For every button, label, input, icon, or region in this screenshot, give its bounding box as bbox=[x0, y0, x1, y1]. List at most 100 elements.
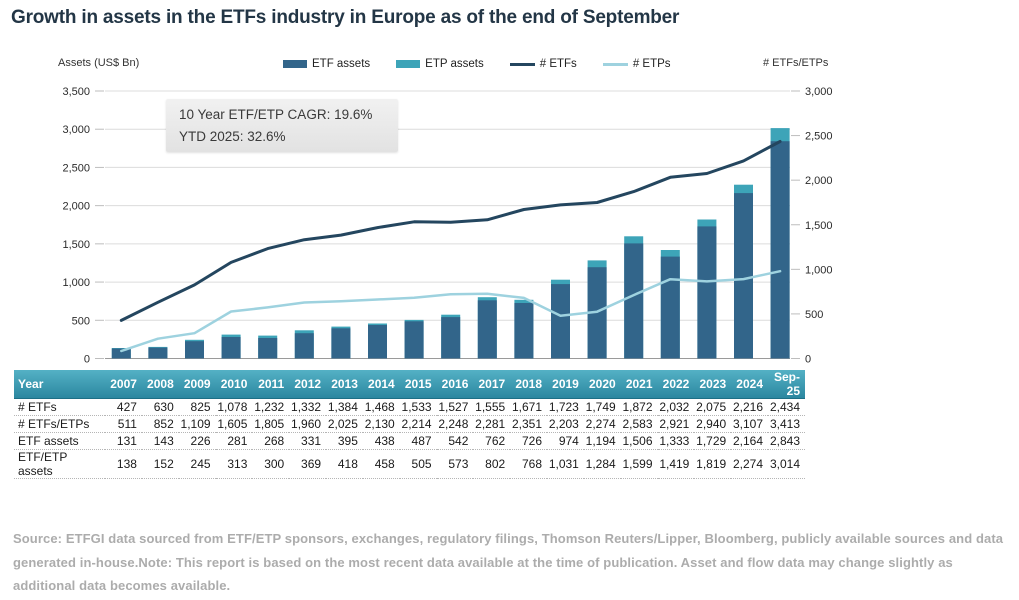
table-cell: 331 bbox=[289, 432, 327, 450]
table-cell: 458 bbox=[362, 449, 400, 479]
table-header-row: Year 2007 2008 2009 2010 2011 2012 2013 2014 2015… bbox=[14, 370, 805, 399]
table-cell: 152 bbox=[141, 449, 179, 479]
table-cell: 487 bbox=[399, 432, 437, 450]
num-etfs-line-swatch-icon bbox=[509, 62, 535, 66]
table-header-cell: 2016 bbox=[436, 370, 474, 399]
bar-etf-assets-2017 bbox=[477, 300, 497, 359]
table-cell: 2,032 bbox=[657, 398, 695, 416]
table-cell: 1,232 bbox=[252, 398, 290, 416]
bar-etf-assets-2024 bbox=[734, 193, 753, 359]
right-axis-tick-label: 500 bbox=[805, 309, 823, 321]
table-header-cell: 2019 bbox=[547, 370, 584, 399]
right-axis-tick-label: 3,000 bbox=[805, 86, 833, 98]
table-cell: 1,333 bbox=[657, 432, 695, 450]
table-cell: 2,025 bbox=[326, 415, 363, 433]
table-header-cell: 2015 bbox=[399, 370, 437, 399]
table-cell: 1,960 bbox=[289, 415, 327, 433]
bar-etf-assets-2019 bbox=[551, 284, 570, 359]
table-cell: 3,107 bbox=[731, 415, 768, 433]
bar-etf-assets-2021 bbox=[624, 243, 644, 359]
table-header-cell: Sep-25 bbox=[768, 370, 805, 399]
table-cell: 573 bbox=[436, 449, 474, 479]
table-header-cell: 2024 bbox=[731, 370, 768, 399]
table-cell: 2,130 bbox=[362, 415, 400, 433]
table-cell: 1,332 bbox=[289, 398, 327, 416]
left-axis-tick-label: 0 bbox=[84, 354, 90, 366]
table-header-cell: 2017 bbox=[473, 370, 511, 399]
legend-item-num-etps: # ETPs bbox=[602, 58, 671, 70]
bar-etf-assets-2011 bbox=[258, 338, 278, 359]
table-cell: 1,533 bbox=[399, 398, 437, 416]
table-cell: 974 bbox=[547, 432, 584, 450]
bar-etf-assets-2015 bbox=[404, 321, 424, 359]
legend-item-num-etfs: # ETFs bbox=[509, 58, 577, 70]
table-cell: 768 bbox=[510, 449, 548, 479]
legend-label: # ETFs bbox=[539, 58, 577, 70]
table-row-label: ETF assets bbox=[14, 432, 106, 450]
table-cell: 2,214 bbox=[399, 415, 437, 433]
table-cell: 1,729 bbox=[694, 432, 732, 450]
right-axis-tick-label: 0 bbox=[805, 354, 811, 366]
left-axis-tick-label: 1,500 bbox=[62, 239, 90, 251]
left-axis-title: Assets (US$ Bn) bbox=[58, 57, 140, 69]
chart-canvas: 0 500 1,000 1,500 2,000 2,500 3,000 3,500 0 500 1,… bbox=[62, 86, 833, 366]
table-cell: 226 bbox=[178, 432, 216, 450]
left-axis-tick-label: 500 bbox=[72, 315, 90, 327]
table-cell: 2,434 bbox=[768, 398, 805, 416]
table-cell: 268 bbox=[252, 432, 290, 450]
right-axis-tick-label: 1,500 bbox=[805, 220, 833, 232]
table-cell: 2,075 bbox=[694, 398, 732, 416]
table-header-year: Year bbox=[14, 370, 106, 399]
table-cell: 802 bbox=[473, 449, 511, 479]
table-cell: 852 bbox=[141, 415, 179, 433]
table-cell: 1,527 bbox=[436, 398, 474, 416]
bar-etf-assets-2009 bbox=[185, 341, 204, 359]
table-cell: 131 bbox=[105, 432, 142, 450]
table-cell: 1,805 bbox=[252, 415, 290, 433]
table-row: ETF assets 131 143 226 281 268 331 395 438 487 542… bbox=[14, 432, 805, 450]
source-note: Source: ETFGI data sourced from ETF/ETP … bbox=[13, 531, 1004, 593]
table-cell: 1,031 bbox=[547, 449, 584, 479]
bar-etf-assets-2013 bbox=[331, 328, 351, 359]
left-axis-tick-label: 1,000 bbox=[62, 277, 90, 289]
table-cell: 1,723 bbox=[547, 398, 584, 416]
right-axis-tick-label: 2,500 bbox=[805, 131, 833, 143]
table-cell: 395 bbox=[326, 432, 363, 450]
bar-etf-assets-2008 bbox=[148, 347, 168, 359]
left-axis-tick-label: 2,000 bbox=[62, 201, 90, 213]
legend-item-etf-assets: ETF assets bbox=[283, 58, 370, 70]
table-header-cell: 2022 bbox=[657, 370, 695, 399]
table-cell: 1,605 bbox=[215, 415, 253, 433]
table-header-cell: 2009 bbox=[178, 370, 216, 399]
left-axis-tick-label: 2,500 bbox=[62, 162, 90, 174]
table-cell: 1,671 bbox=[510, 398, 548, 416]
table-cell: 2,216 bbox=[731, 398, 768, 416]
table-header-cell: 2018 bbox=[510, 370, 548, 399]
left-axis-tick-label: 3,000 bbox=[62, 124, 90, 136]
table-cell: 2,921 bbox=[657, 415, 695, 433]
data-table: Year 2007 2008 2009 2010 2011 2012 2013 2014 2015… bbox=[14, 370, 805, 479]
table-cell: 2,274 bbox=[731, 449, 768, 479]
table-cell: 2,203 bbox=[547, 415, 584, 433]
left-axis-tick-label: 3,500 bbox=[62, 86, 90, 98]
table-cell: 726 bbox=[510, 432, 548, 450]
annotation-line-1: 10 Year ETF/ETP CAGR: 19.6% bbox=[179, 107, 373, 122]
table-cell: 3,413 bbox=[768, 415, 805, 433]
table-cell: 2,843 bbox=[768, 432, 805, 450]
table-cell: 2,351 bbox=[510, 415, 548, 433]
table-cell: 1,819 bbox=[694, 449, 732, 479]
bar-etf-assets-2010 bbox=[221, 337, 241, 359]
page-title: Growth in assets in the ETFs industry in… bbox=[11, 7, 680, 28]
table-cell: 2,940 bbox=[694, 415, 732, 433]
bar-etf-assets-2007 bbox=[111, 348, 131, 359]
table-cell: 369 bbox=[289, 449, 327, 479]
num-etps-line-swatch-icon bbox=[602, 62, 628, 66]
table-header-cell: 2013 bbox=[326, 370, 363, 399]
right-axis-title: # ETFs/ETPs bbox=[763, 57, 829, 69]
bar-etf-assets-2023 bbox=[697, 226, 717, 359]
table-cell: 1,872 bbox=[620, 398, 658, 416]
table-cell: 1,468 bbox=[362, 398, 400, 416]
bar-etf-assets-2016 bbox=[441, 317, 461, 359]
table-header-cell: 2010 bbox=[215, 370, 253, 399]
